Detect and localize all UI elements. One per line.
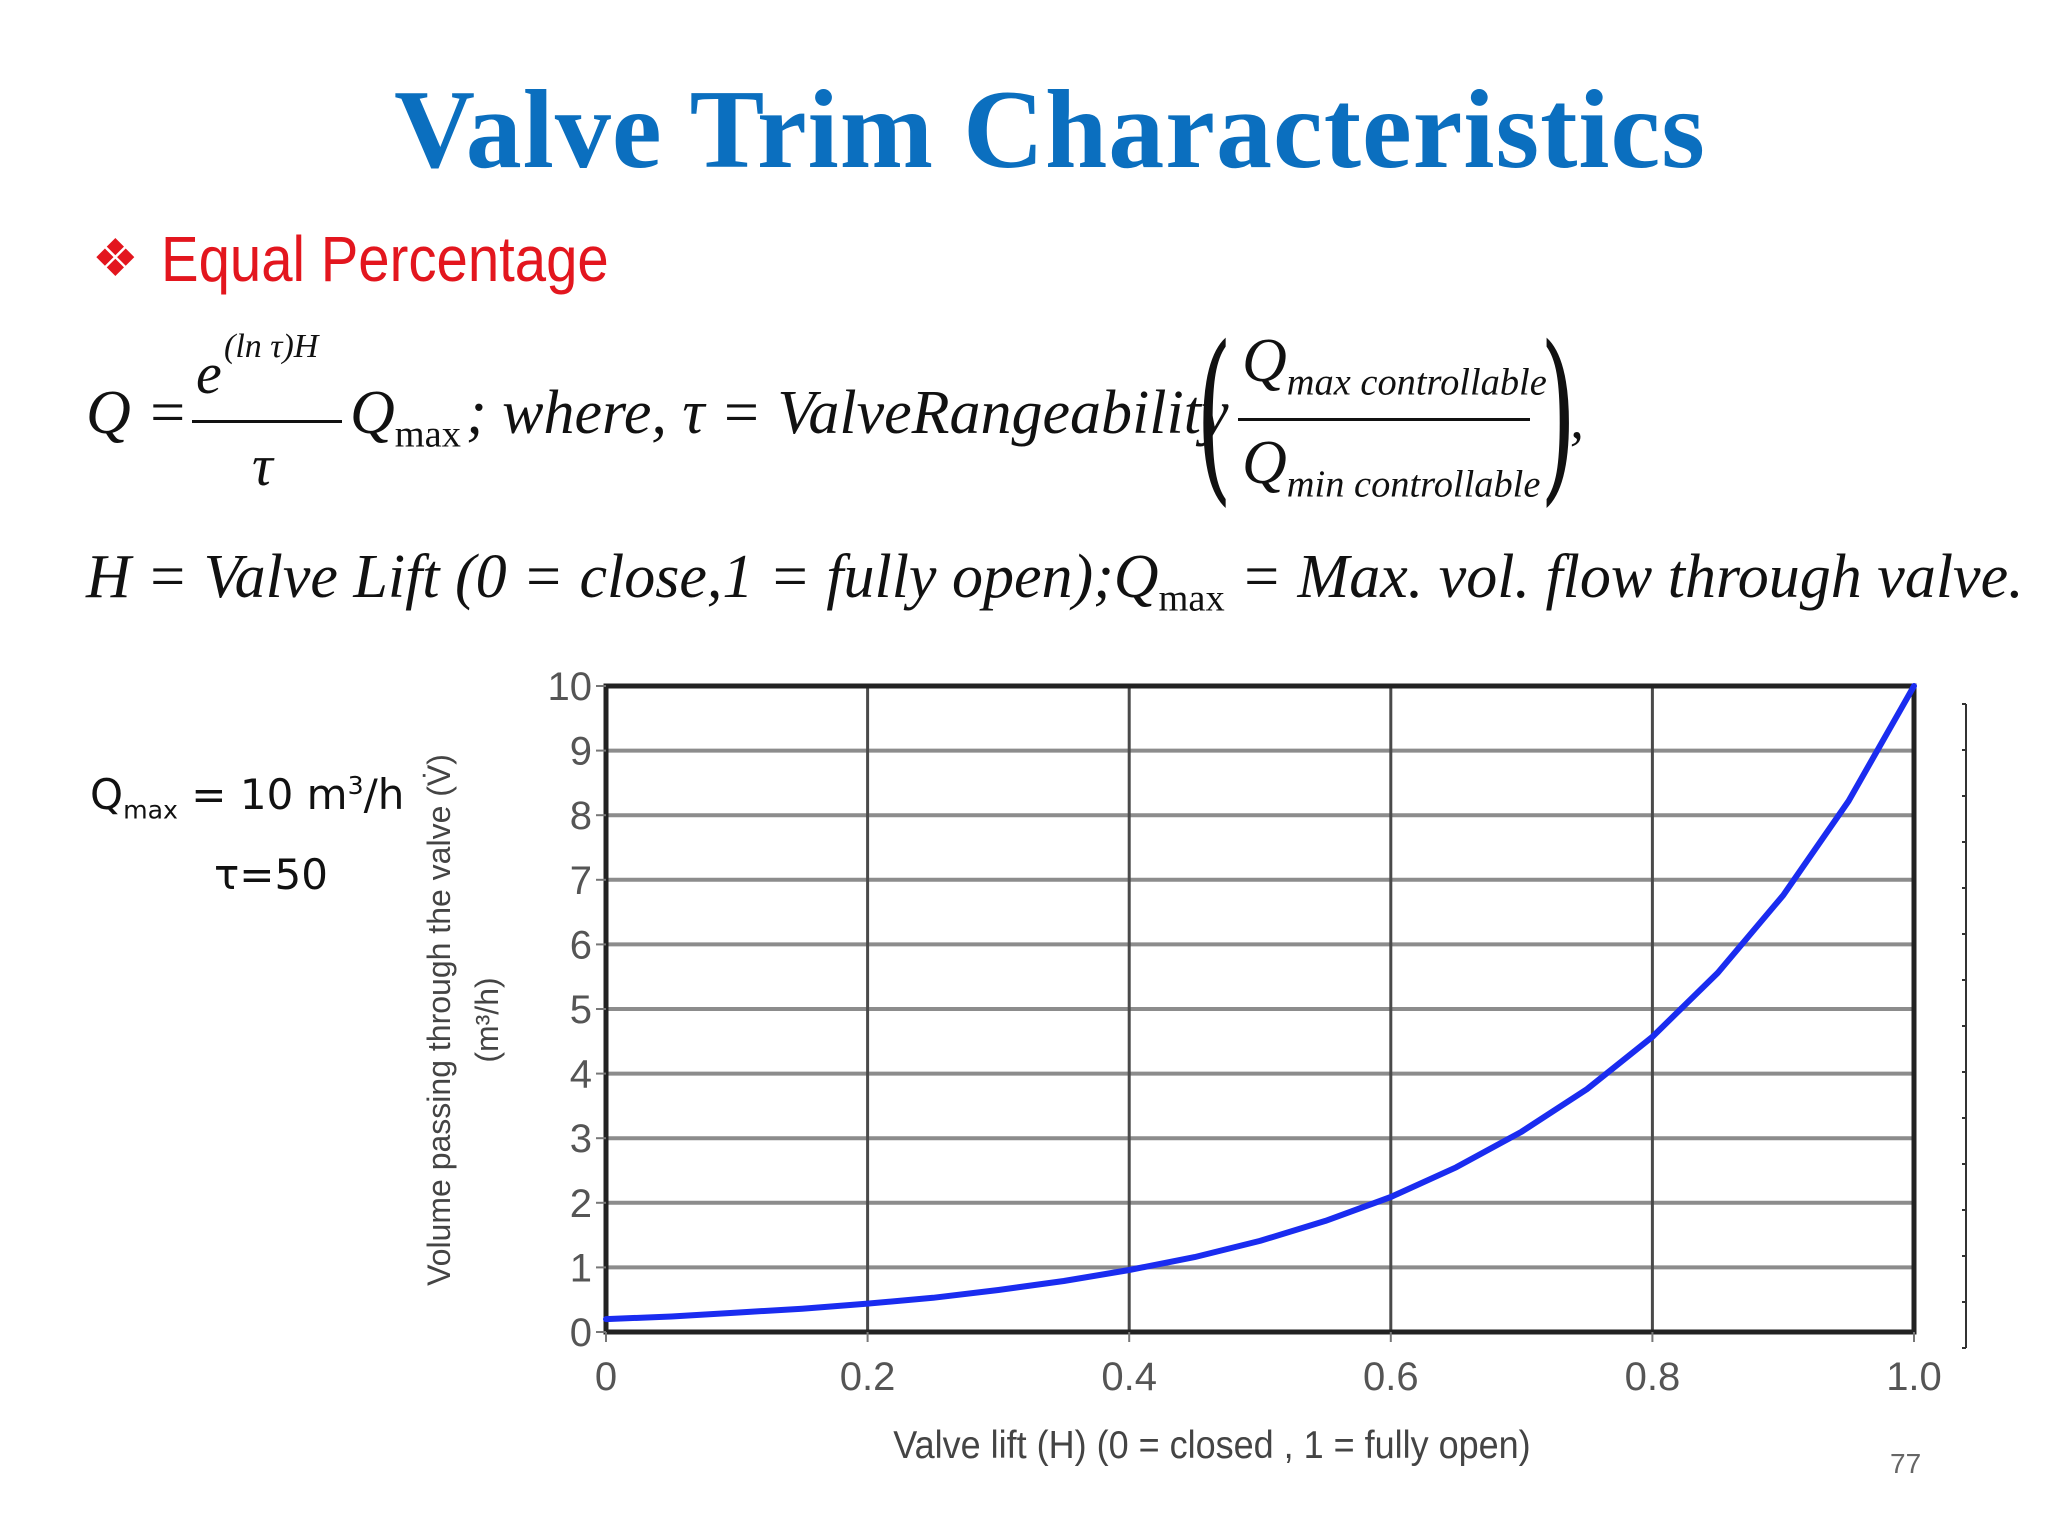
tau-note: τ=50 (214, 850, 328, 899)
eq1-denominator: τ (252, 433, 273, 498)
left-paren: ( (1196, 306, 1233, 523)
x-tick-label: 0.2 (840, 1355, 896, 1399)
eq1-fraction-line (192, 420, 342, 423)
qmax-note: Qmax = 10 m3/h (90, 770, 405, 825)
eq1-lhs: Q = (86, 379, 189, 447)
x-axis-label: Valve lift (H) (0 = closed , 1 = fully o… (893, 1423, 1530, 1467)
y-tick-label: 8 (570, 794, 592, 838)
eq1-where-text: ; where, τ = ValveRangeability (466, 379, 1229, 447)
y-tick-label: 7 (570, 859, 592, 903)
eq1-exp-base: e (196, 341, 222, 406)
y-axis-label: Volume passing through the valve (V̇) (421, 754, 457, 1286)
four-diamond-bullet-icon: ❖ (92, 230, 139, 288)
y-tick-label: 2 (570, 1182, 592, 1226)
y-tick-label: 9 (570, 730, 592, 774)
bullet-heading: ❖ Equal Percentage (92, 222, 669, 296)
y-tick-label: 10 (548, 665, 593, 709)
eq1-numerator: Qmax controllable (1242, 327, 1547, 404)
x-tick-label: 0 (595, 1355, 617, 1399)
right-paren: ) (1540, 306, 1577, 523)
y-tick-label: 1 (570, 1246, 592, 1290)
x-tick-label: 0.4 (1101, 1355, 1157, 1399)
x-tick-label: 0.6 (1363, 1355, 1419, 1399)
page-number: 77 (1890, 1448, 1922, 1479)
y-tick-label: 3 (570, 1117, 592, 1161)
eq1-ratio-line (1238, 418, 1530, 421)
eq1-trailing-comma: , (1570, 389, 1584, 451)
bullet-text: Equal Percentage (160, 223, 609, 295)
y-tick-label: 5 (570, 988, 592, 1032)
x-tick-label: 1.0 (1886, 1355, 1942, 1399)
slide-title: Valve Trim Characteristics (394, 68, 1706, 192)
eq1-denominator-q: Qmin controllable (1242, 429, 1541, 506)
x-tick-label: 0.8 (1625, 1355, 1681, 1399)
y-tick-label: 4 (570, 1053, 592, 1097)
equation-2: H = Valve Lift (0 = close,1 = fully open… (86, 543, 2024, 620)
flow-curve-line (603, 683, 1917, 1323)
y-tick-label: 6 (570, 923, 592, 967)
y-axis-unit-label: (m³/h) (469, 977, 505, 1062)
y-tick-label: 0 (570, 1311, 592, 1355)
eq1-qmax: Qmax (350, 379, 461, 456)
eq1-exp-power: (ln τ)H (224, 328, 319, 365)
